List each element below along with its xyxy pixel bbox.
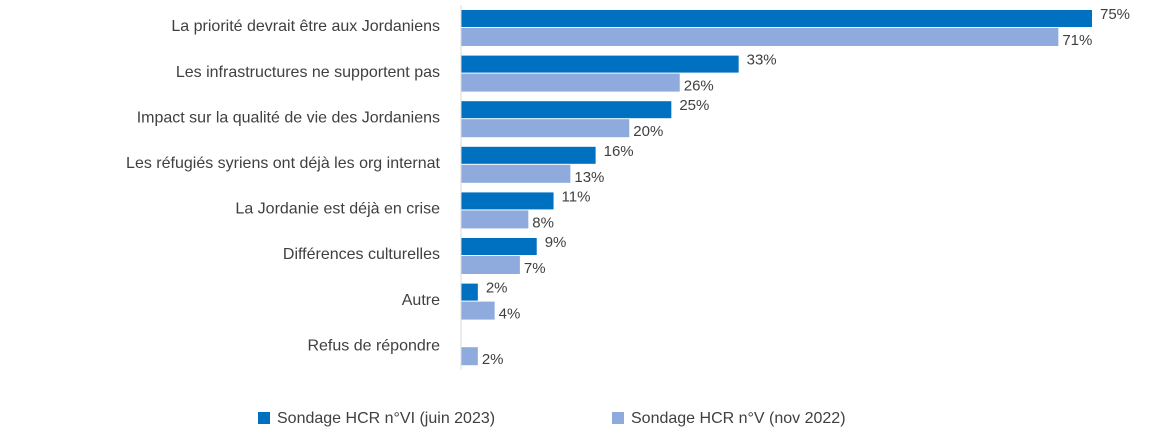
category-label: Autre bbox=[402, 292, 440, 309]
value-label: 2% bbox=[482, 351, 504, 368]
legend-swatch bbox=[612, 412, 624, 424]
value-label: 25% bbox=[679, 97, 709, 114]
value-label: 8% bbox=[532, 214, 554, 231]
bar bbox=[461, 101, 672, 119]
value-label: 7% bbox=[524, 260, 546, 277]
value-label: 13% bbox=[574, 169, 604, 186]
legend-swatch bbox=[258, 412, 270, 424]
bar bbox=[461, 192, 554, 210]
bar bbox=[461, 73, 680, 92]
bar bbox=[461, 256, 520, 274]
bar bbox=[461, 210, 529, 229]
legend-label: Sondage HCR n°V (nov 2022) bbox=[631, 410, 846, 427]
legend-label: Sondage HCR n°VI (juin 2023) bbox=[277, 410, 495, 427]
value-label: 71% bbox=[1062, 32, 1092, 49]
bar bbox=[461, 283, 478, 301]
value-label: 11% bbox=[562, 188, 591, 205]
category-label: Refus de répondre bbox=[307, 337, 440, 354]
value-label: 26% bbox=[684, 78, 714, 95]
value-label: 4% bbox=[499, 306, 521, 323]
category-label: La priorité devrait être aux Jordaniens bbox=[171, 18, 440, 35]
value-label: 9% bbox=[545, 234, 567, 251]
bar bbox=[461, 28, 1059, 46]
category-label: Les réfugiés syriens ont déjà les org in… bbox=[126, 155, 441, 172]
bar bbox=[461, 55, 739, 73]
bar bbox=[461, 119, 630, 138]
bar bbox=[461, 238, 537, 255]
category-label: Différences culturelles bbox=[283, 246, 440, 263]
value-label: 16% bbox=[604, 143, 634, 160]
bar bbox=[461, 146, 596, 164]
bar bbox=[461, 301, 495, 320]
value-label: 2% bbox=[486, 280, 508, 297]
value-label: 20% bbox=[633, 123, 663, 140]
value-label: 33% bbox=[747, 52, 777, 69]
category-label: Impact sur la qualité de vie des Jordani… bbox=[137, 109, 440, 126]
bar bbox=[461, 347, 478, 366]
bar bbox=[461, 10, 1092, 27]
category-label: Les infrastructures ne supportent pas bbox=[176, 64, 440, 81]
value-label: 75% bbox=[1100, 6, 1130, 23]
category-label: La Jordanie est déjà en crise bbox=[235, 201, 440, 218]
bar bbox=[461, 164, 571, 183]
